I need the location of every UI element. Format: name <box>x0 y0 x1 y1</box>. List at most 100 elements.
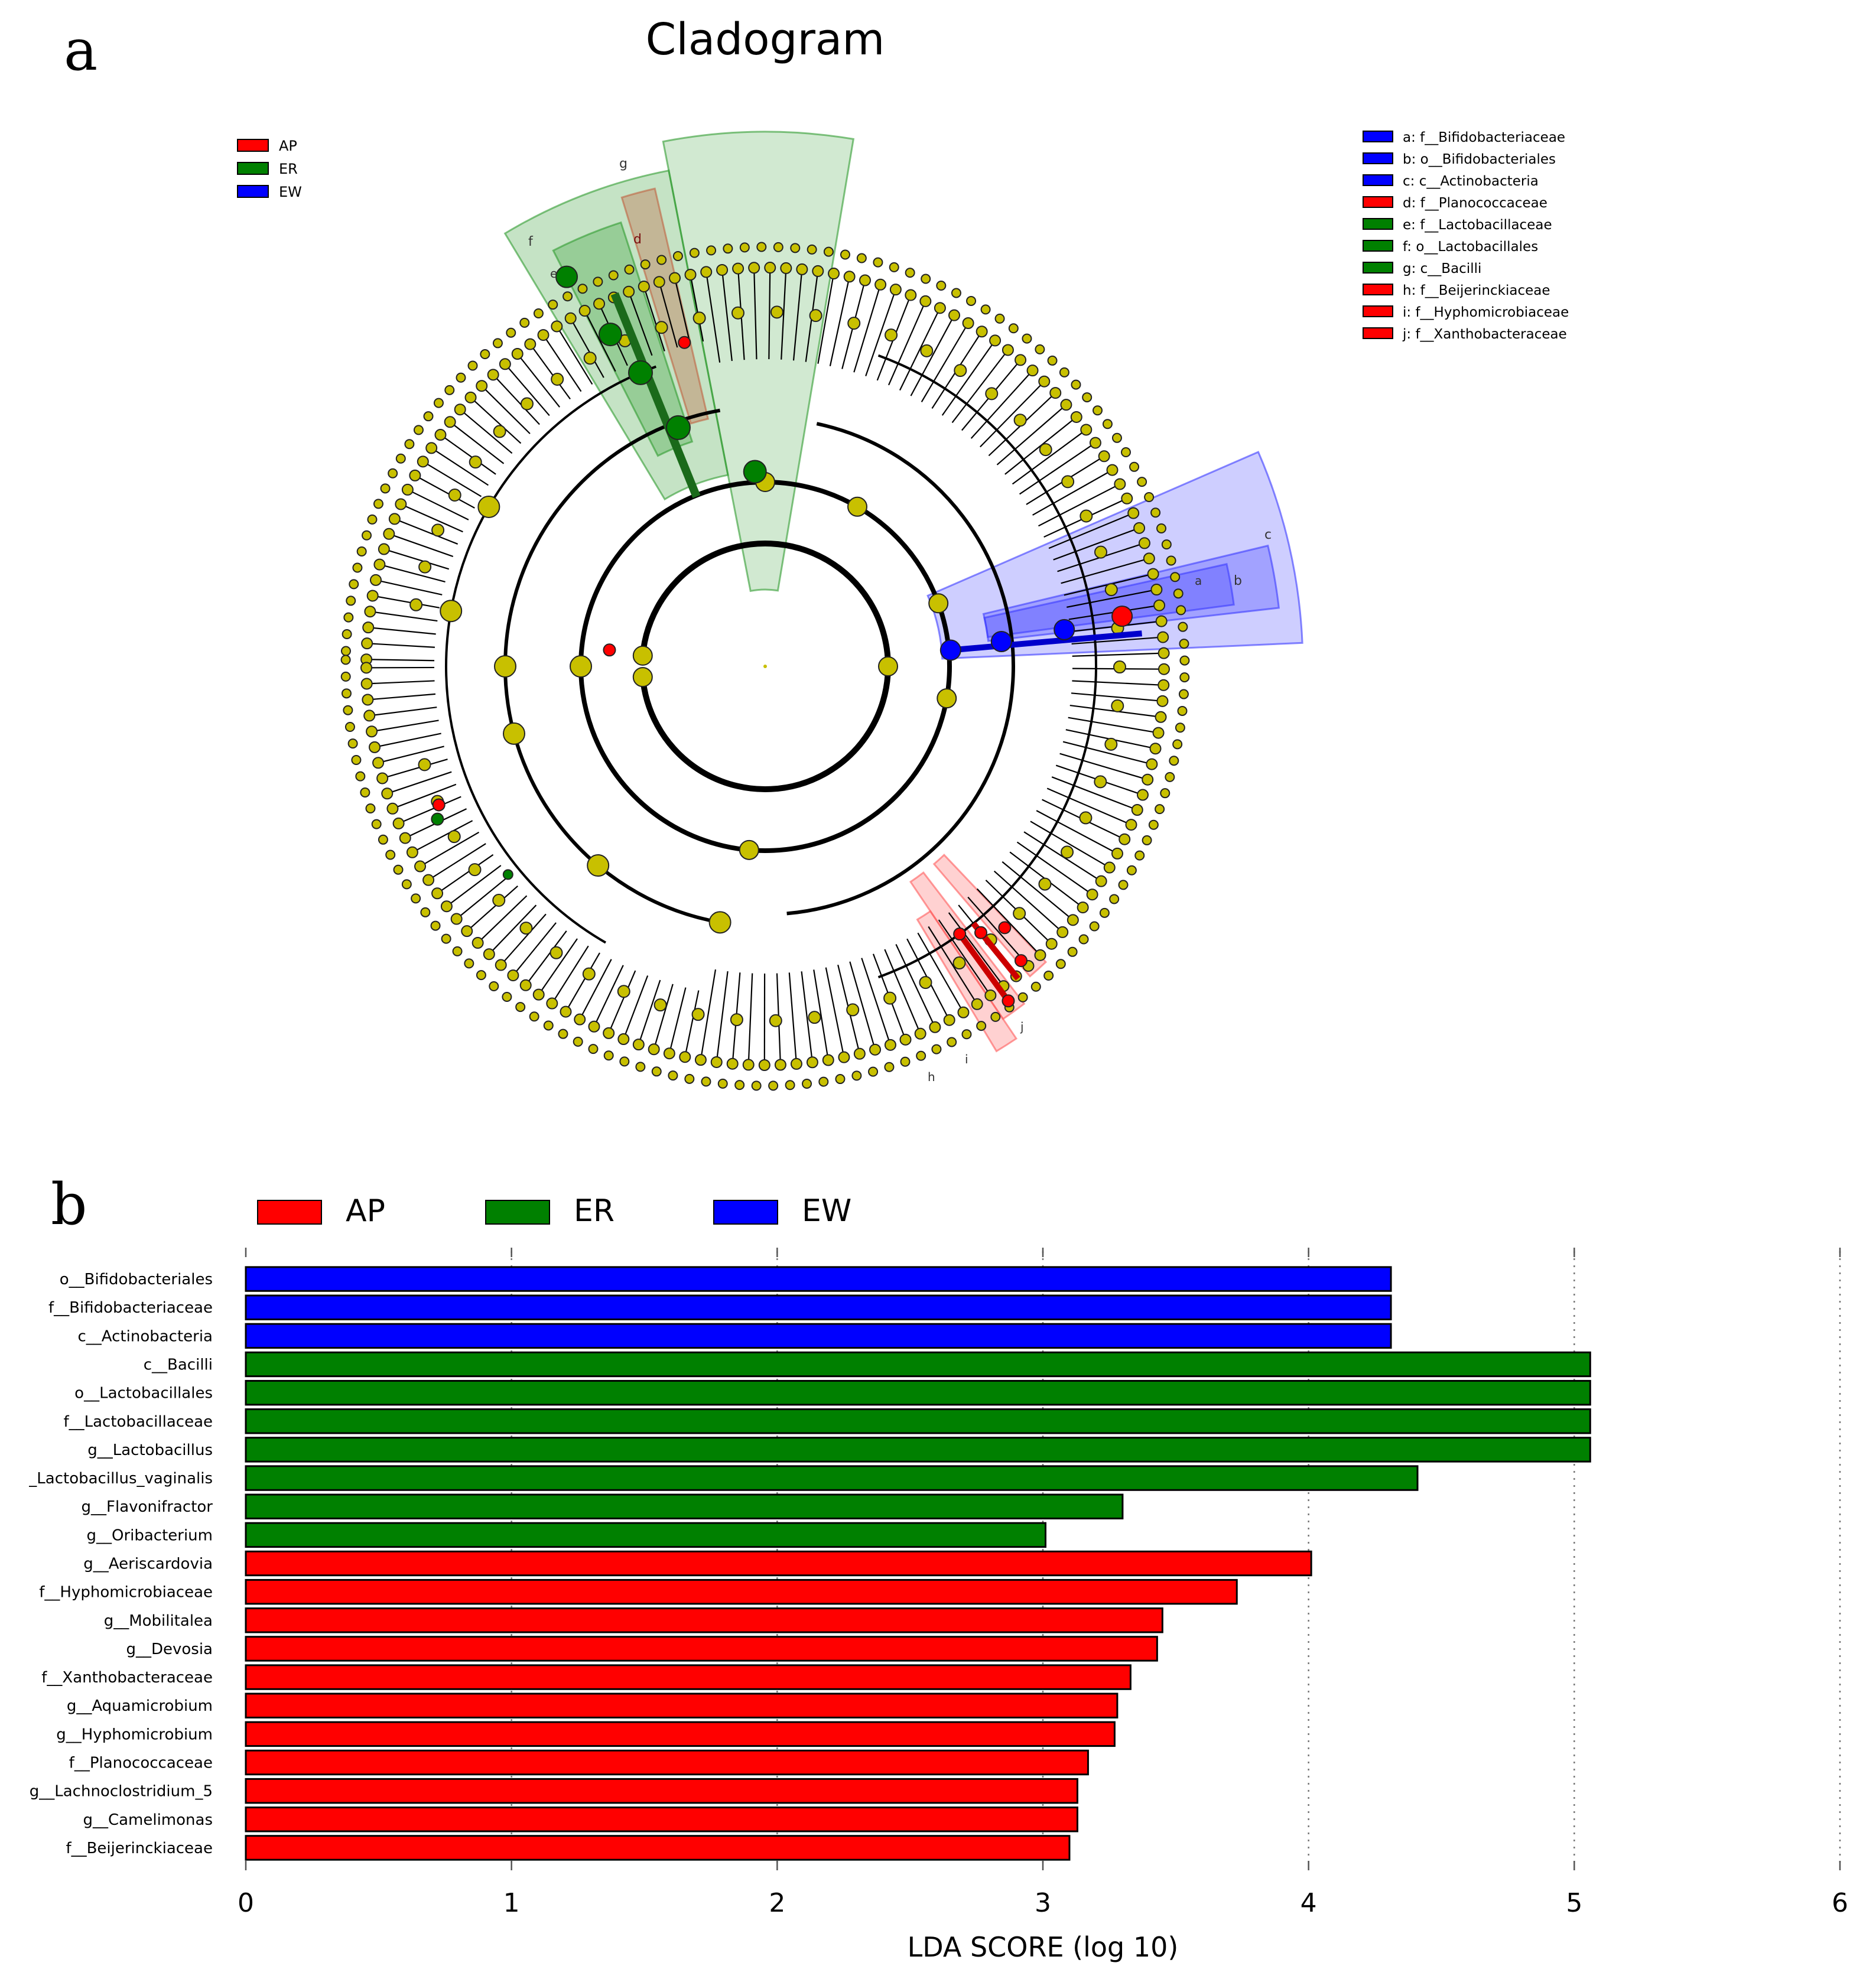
tree-node <box>1089 921 1100 932</box>
tree-node <box>808 1011 821 1024</box>
bar <box>245 1721 1116 1747</box>
tree-branch <box>1067 588 1157 608</box>
bar-category-label: g__Aeriscardovia <box>83 1555 213 1573</box>
taxa-label-h: h: f__Beijerinckiaceae <box>1403 283 1550 298</box>
tree-node <box>401 483 414 496</box>
tree-node <box>360 662 373 674</box>
tree-node <box>919 295 932 307</box>
tree-node <box>1155 615 1168 627</box>
tree-node <box>1148 819 1159 830</box>
chart-legend-swatch-ew <box>713 1200 778 1225</box>
tree-branch <box>1012 429 1087 485</box>
ap-node <box>953 927 967 941</box>
tree-node <box>1178 621 1188 632</box>
tree-node <box>617 985 630 998</box>
tree-node <box>1049 387 1062 399</box>
tree-node <box>780 262 792 274</box>
tree-node <box>340 646 351 656</box>
tree-node <box>1102 419 1113 429</box>
tree-node <box>668 1070 678 1081</box>
tree-node <box>859 274 872 287</box>
tree-node <box>846 1003 860 1017</box>
tree-node <box>1118 880 1129 890</box>
tree-node <box>948 309 961 321</box>
tree-node <box>587 854 610 877</box>
tree-node <box>919 976 932 990</box>
tree-node <box>383 528 395 540</box>
chart-bars <box>245 1266 1591 1861</box>
tree-branch <box>412 820 473 853</box>
tree-node <box>1160 788 1171 799</box>
tree-node <box>524 338 537 350</box>
tree-node <box>653 998 667 1012</box>
tree-node <box>1015 354 1027 366</box>
tree-node <box>1175 722 1185 733</box>
tree-branch <box>414 474 475 509</box>
tree-branch <box>370 611 438 622</box>
tree-node <box>340 655 351 665</box>
clade-letter-h: h <box>928 1070 935 1084</box>
x-tick-label: 0 <box>238 1888 254 1918</box>
tree-branch <box>584 310 616 372</box>
tree-node <box>1137 477 1147 487</box>
tree-branch <box>970 370 1033 439</box>
tree-node <box>1126 865 1137 875</box>
tree-node <box>1127 507 1140 519</box>
tree-node <box>373 499 383 509</box>
bar <box>245 1607 1163 1633</box>
tree-node <box>448 489 461 502</box>
tree-node <box>916 1050 926 1061</box>
tree-branch <box>466 885 518 932</box>
tree-node <box>362 621 375 634</box>
tree-node <box>835 1074 846 1085</box>
tree-node <box>1008 323 1019 334</box>
tree-node <box>532 988 545 1001</box>
tree-branch <box>437 854 494 894</box>
tree-branch <box>658 281 678 348</box>
panel-b-letter: b <box>51 1171 87 1238</box>
tree-node <box>1030 981 1041 992</box>
tree-node <box>931 1044 942 1054</box>
tree-node <box>1165 772 1175 782</box>
taxa-swatch-g <box>1363 262 1393 274</box>
tree-node <box>378 834 388 845</box>
tree-branch <box>716 971 729 1063</box>
tree-node <box>856 253 867 263</box>
taxa-label-i: i: f__Hyphomicrobiaceae <box>1403 305 1569 320</box>
tree-node <box>1093 405 1103 416</box>
tree-node <box>1121 492 1133 504</box>
tree-branch <box>400 503 463 533</box>
er-node-left <box>431 812 444 826</box>
tree-branch <box>747 973 753 1065</box>
tree-node <box>447 830 461 844</box>
clade-wedge-j-xanthobacteraceae <box>932 854 1048 978</box>
tree-branch <box>1071 692 1163 702</box>
tree-node <box>726 1057 739 1070</box>
tree-node <box>551 320 563 333</box>
tree-node <box>563 291 573 302</box>
legend-swatch-ap <box>237 139 269 152</box>
tree-node <box>464 391 477 403</box>
ap-branch-h <box>957 932 1011 1003</box>
ew-branch <box>941 630 1143 654</box>
tree-node <box>739 839 759 860</box>
tree-node <box>399 832 411 844</box>
tree-node <box>1045 938 1058 950</box>
chart-legend: AP ER EW <box>257 1193 851 1229</box>
clade-letter-j: j <box>1020 1020 1024 1034</box>
tree-node <box>342 629 352 640</box>
tree-node <box>1155 804 1165 815</box>
tree-node <box>748 262 760 274</box>
tree-node <box>954 364 967 377</box>
tree-node <box>393 864 404 875</box>
tree-node <box>773 242 783 252</box>
tree-node <box>1125 819 1137 831</box>
tree-node <box>619 1056 630 1067</box>
tree-node <box>388 513 401 525</box>
tree-node <box>343 612 354 623</box>
tree-node <box>1089 437 1101 449</box>
tree-node <box>1022 333 1032 344</box>
tree-node <box>420 907 431 917</box>
tree-branch <box>638 979 661 1045</box>
x-tick-label: 1 <box>503 1888 520 1918</box>
